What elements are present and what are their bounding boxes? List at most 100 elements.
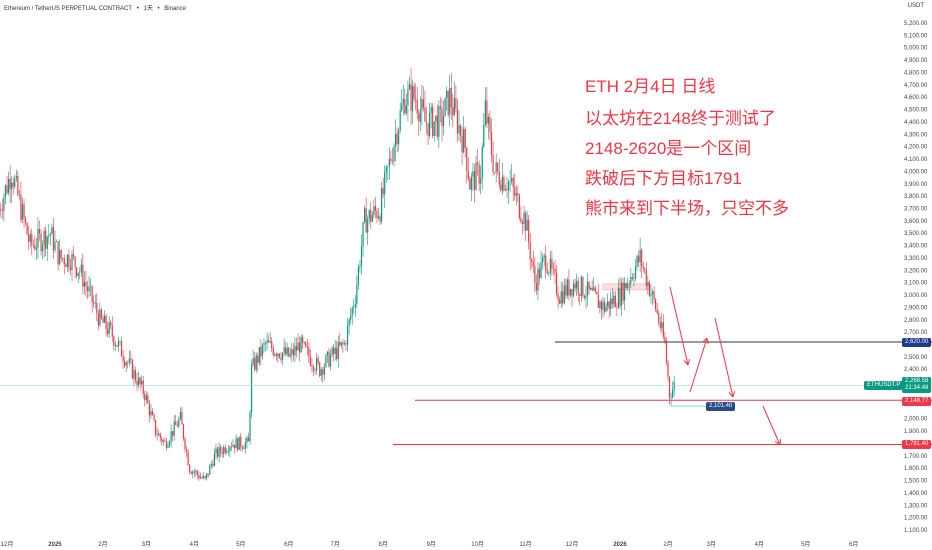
candle-body — [447, 90, 449, 115]
candle-body — [127, 362, 129, 364]
y-tick-label: 4,200.00 — [904, 145, 928, 151]
candle-body — [295, 345, 298, 351]
y-tick-label: 3,700.00 — [904, 206, 928, 212]
candle-body — [416, 99, 418, 114]
candle-body — [523, 212, 525, 225]
candle-body — [34, 244, 36, 250]
candle-body — [156, 434, 158, 436]
candle-body — [246, 437, 248, 443]
candle-body — [189, 465, 191, 473]
interval[interactable]: 1天 — [143, 6, 153, 12]
candle-body — [559, 299, 561, 304]
x-tick-label: 5月 — [236, 541, 245, 548]
candle-body — [521, 221, 524, 225]
candle-body — [387, 166, 389, 167]
candle-body — [74, 256, 76, 268]
candle-body — [196, 471, 199, 475]
candle-body — [300, 337, 302, 353]
candle-body — [342, 342, 344, 345]
candle-body — [605, 306, 607, 312]
y-tick-label: 4,800.00 — [904, 70, 928, 76]
candle-body — [577, 280, 579, 295]
candle-body — [520, 217, 522, 222]
candle-body — [540, 261, 542, 279]
candle-body — [459, 125, 462, 137]
y-tick-label: 3,900.00 — [904, 182, 928, 188]
candle-body — [600, 301, 603, 310]
candle-body — [220, 446, 222, 452]
candle-body — [142, 380, 144, 394]
candle-body — [69, 267, 72, 270]
candle-body — [168, 441, 171, 446]
candle-body — [582, 276, 584, 296]
candle-body — [633, 278, 635, 280]
candle-body — [515, 192, 517, 196]
candle-body — [278, 353, 281, 358]
candle-body — [645, 270, 647, 286]
candle-body — [494, 171, 496, 173]
candle-body — [422, 99, 425, 108]
candle-body — [585, 296, 587, 299]
candle-body — [524, 212, 527, 231]
y-tick-label: 3,400.00 — [904, 244, 928, 250]
candle-body — [363, 208, 366, 223]
candle-body — [668, 376, 671, 398]
candle-body — [117, 341, 120, 347]
candle-body — [444, 97, 446, 117]
candle-body — [548, 272, 550, 274]
candle-body — [264, 343, 267, 344]
candle-body — [185, 449, 188, 452]
candle-body — [501, 176, 503, 191]
candle-body — [187, 451, 189, 466]
candle-body — [289, 354, 291, 357]
candle-body — [79, 271, 81, 273]
candle-body — [62, 258, 64, 259]
candle-body — [353, 306, 355, 308]
candle-body — [280, 357, 282, 360]
candle-body — [0, 208, 2, 211]
candle-body — [413, 86, 415, 99]
candle-body — [534, 265, 536, 284]
candle-body — [68, 254, 70, 268]
candle-body — [614, 295, 616, 308]
candle-body — [119, 341, 121, 342]
y-tick-label: 3,800.00 — [904, 194, 928, 200]
y-tick-label: 1,300.00 — [904, 503, 928, 509]
candle-body — [181, 412, 183, 425]
symbol-title: Ethereum / TetherUS PERPETUAL CONTRACT •… — [4, 3, 189, 12]
candle-body — [528, 219, 530, 242]
candle-body — [291, 349, 293, 355]
arrow-head — [728, 392, 734, 398]
candle-body — [93, 302, 95, 304]
candle-body — [388, 158, 390, 167]
y-tick-label: 3,100.00 — [904, 281, 928, 287]
candle-body — [593, 287, 595, 291]
annotation-line: ETH 2月4日 日线 — [585, 77, 716, 96]
candle-body — [337, 341, 339, 359]
candle-body — [631, 277, 633, 279]
candle-body — [439, 106, 442, 109]
candle-body — [483, 124, 485, 147]
candle-body — [551, 258, 553, 269]
currency-label[interactable]: USDT — [907, 3, 924, 9]
range-box — [602, 283, 651, 291]
candle-body — [357, 267, 359, 285]
candle-body — [526, 219, 528, 231]
candle-body — [137, 377, 140, 386]
candle-body — [659, 322, 661, 329]
candle-body — [588, 281, 590, 290]
candle-body — [277, 353, 279, 357]
candle-body — [15, 176, 17, 179]
candle-body — [257, 355, 259, 363]
candle-body — [224, 447, 226, 453]
candle-body — [232, 444, 234, 447]
x-tick-label: 2026 — [613, 542, 627, 548]
candle-body — [266, 340, 268, 344]
candle-body — [221, 451, 223, 454]
candle-body — [619, 288, 621, 306]
candle-body — [176, 425, 178, 427]
candle-body — [7, 178, 10, 193]
candle-body — [535, 283, 538, 291]
candle-body — [60, 249, 62, 259]
